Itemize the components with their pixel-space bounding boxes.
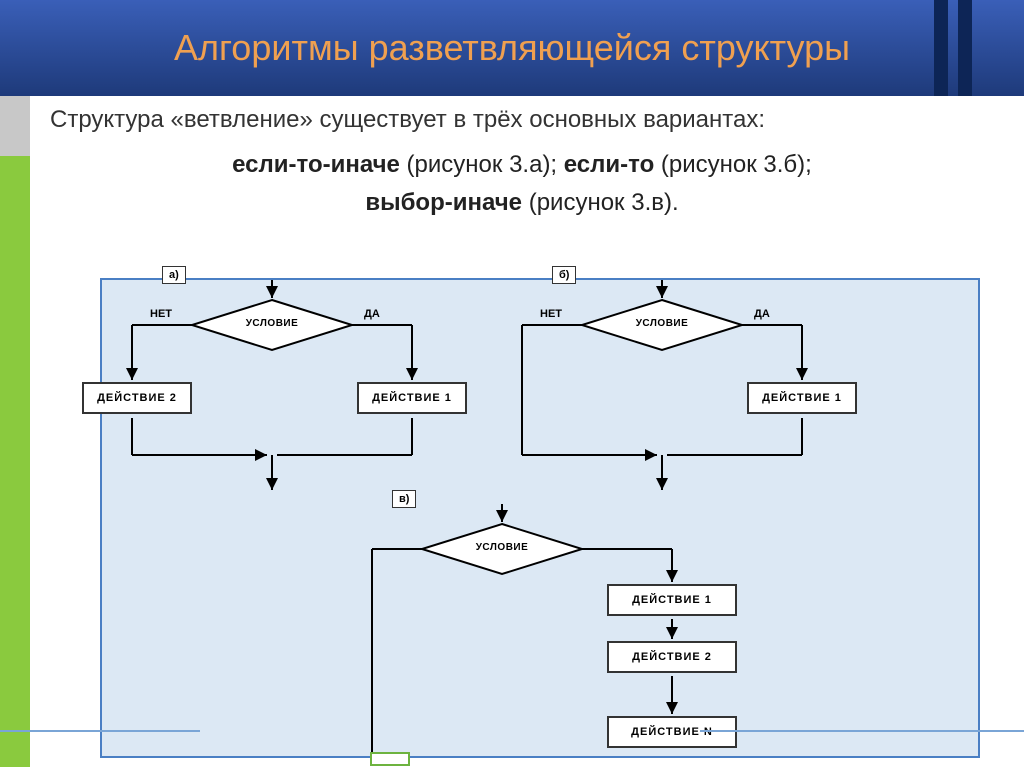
variant-ref-b: (рисунок 3.б); — [654, 151, 812, 178]
yes-label-b: ДА — [754, 308, 770, 320]
content-area: Структура «ветвление» существует в трёх … — [40, 106, 1004, 223]
action1-box-a: ДЕЙСТВИЕ 1 — [357, 382, 467, 414]
variants-list: если-то-иначе (рисунок 3.а); если-то (ри… — [40, 146, 1004, 223]
header-decoration — [924, 0, 984, 96]
left-sidebar — [0, 96, 30, 767]
intro-text: Структура «ветвление» существует в трёх … — [40, 106, 1004, 134]
condition-b: УСЛОВИЕ — [632, 318, 692, 329]
yes-label-a: ДА — [364, 308, 380, 320]
slide-header: Алгоритмы разветвляющейся структуры — [0, 0, 1024, 96]
variant-select-else: выбор-иначе — [365, 189, 522, 216]
footer-line-right — [700, 730, 1024, 732]
action2-box-a: ДЕЙСТВИЕ 2 — [82, 382, 192, 414]
variant-ref-a: (рисунок 3.а); — [400, 151, 564, 178]
variant-ref-c: (рисунок 3.в). — [522, 189, 679, 216]
no-label-b: НЕТ — [540, 308, 562, 320]
footer-line-left — [0, 730, 200, 732]
slide-title: Алгоритмы разветвляющейся структуры — [174, 26, 850, 69]
sidebar-green — [0, 156, 30, 767]
actionN-box-c: ДЕЙСТВИЕ N — [607, 716, 737, 748]
variant-if-then-else: если-то-иначе — [232, 151, 400, 178]
ruler-marker — [370, 752, 410, 766]
variant-if-then: если-то — [564, 151, 654, 178]
action1-box-c: ДЕЙСТВИЕ 1 — [607, 584, 737, 616]
condition-a: УСЛОВИЕ — [242, 318, 302, 329]
condition-c: УСЛОВИЕ — [472, 542, 532, 553]
sidebar-top — [0, 96, 30, 156]
flowchart-c-lines — [332, 504, 852, 784]
action2-box-c: ДЕЙСТВИЕ 2 — [607, 641, 737, 673]
no-label-a: НЕТ — [150, 308, 172, 320]
action1-box-b: ДЕЙСТВИЕ 1 — [747, 382, 857, 414]
flowchart-container: а) УСЛОВИЕ НЕТ ДА ДЕЙСТВИЕ 2 ДЕЙСТВИЕ 1 … — [100, 278, 980, 758]
